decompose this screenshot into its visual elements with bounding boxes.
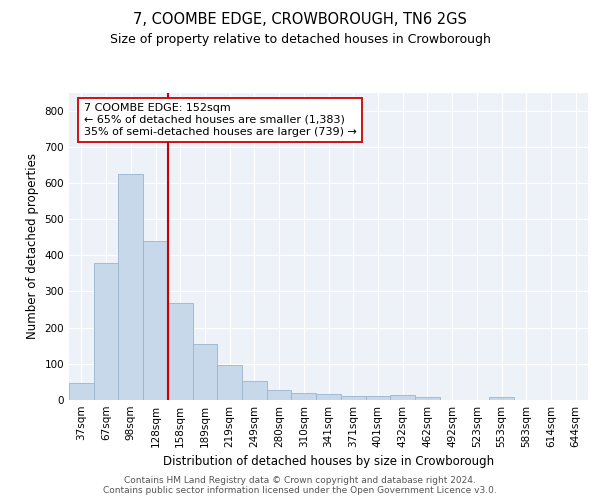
Bar xyxy=(489,397,514,400)
Bar xyxy=(341,396,365,400)
Bar xyxy=(316,394,341,400)
Bar xyxy=(267,390,292,400)
Bar xyxy=(292,394,316,400)
X-axis label: Distribution of detached houses by size in Crowborough: Distribution of detached houses by size … xyxy=(163,456,494,468)
Bar xyxy=(69,384,94,400)
Bar xyxy=(94,262,118,400)
Bar xyxy=(193,344,217,400)
Text: 7 COOMBE EDGE: 152sqm
← 65% of detached houses are smaller (1,383)
35% of semi-d: 7 COOMBE EDGE: 152sqm ← 65% of detached … xyxy=(84,104,357,136)
Bar xyxy=(415,398,440,400)
Bar xyxy=(143,241,168,400)
Bar xyxy=(118,174,143,400)
Bar xyxy=(168,303,193,400)
Text: 7, COOMBE EDGE, CROWBOROUGH, TN6 2GS: 7, COOMBE EDGE, CROWBOROUGH, TN6 2GS xyxy=(133,12,467,28)
Text: Contains HM Land Registry data © Crown copyright and database right 2024.
Contai: Contains HM Land Registry data © Crown c… xyxy=(103,476,497,495)
Y-axis label: Number of detached properties: Number of detached properties xyxy=(26,153,39,339)
Bar xyxy=(217,365,242,400)
Bar xyxy=(242,381,267,400)
Text: Size of property relative to detached houses in Crowborough: Size of property relative to detached ho… xyxy=(110,32,490,46)
Bar xyxy=(390,395,415,400)
Bar xyxy=(365,396,390,400)
